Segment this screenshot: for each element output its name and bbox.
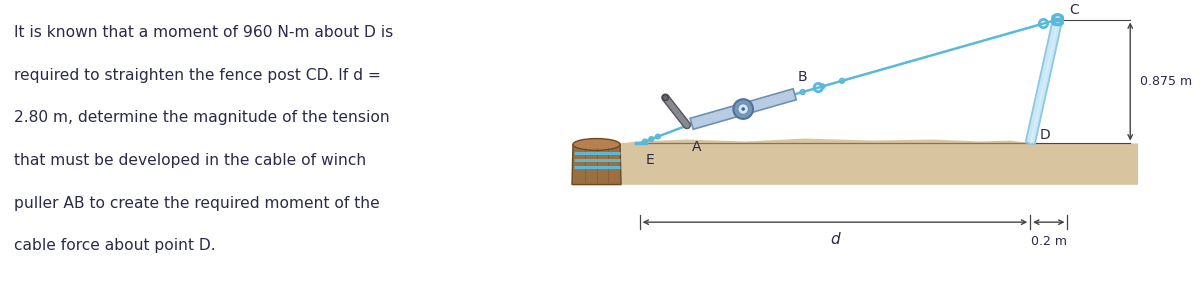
Ellipse shape <box>572 139 620 150</box>
Text: 2.80 m, determine the magnitude of the tension: 2.80 m, determine the magnitude of the t… <box>14 110 390 125</box>
Text: D: D <box>1040 127 1051 142</box>
Circle shape <box>662 95 668 100</box>
Circle shape <box>733 99 752 119</box>
Text: A: A <box>692 139 701 154</box>
Text: 0.875 m: 0.875 m <box>1140 75 1192 88</box>
Text: that must be developed in the cable of winch: that must be developed in the cable of w… <box>14 153 366 168</box>
Text: It is known that a moment of 960 N-m about D is: It is known that a moment of 960 N-m abo… <box>14 25 394 40</box>
Polygon shape <box>1030 19 1060 144</box>
Text: E: E <box>646 153 654 167</box>
Text: C: C <box>1069 3 1079 17</box>
Text: puller AB to create the required moment of the: puller AB to create the required moment … <box>14 195 380 211</box>
Text: d: d <box>830 232 840 247</box>
Polygon shape <box>572 144 622 185</box>
Text: required to straighten the fence post CD. If d =: required to straighten the fence post CD… <box>14 68 382 83</box>
Polygon shape <box>690 89 797 129</box>
Circle shape <box>738 104 749 115</box>
Text: B: B <box>798 70 808 84</box>
Polygon shape <box>1026 18 1062 144</box>
Text: 0.2 m: 0.2 m <box>1031 235 1067 248</box>
Text: cable force about point D.: cable force about point D. <box>14 238 216 253</box>
Circle shape <box>742 107 745 111</box>
Polygon shape <box>618 139 1138 185</box>
